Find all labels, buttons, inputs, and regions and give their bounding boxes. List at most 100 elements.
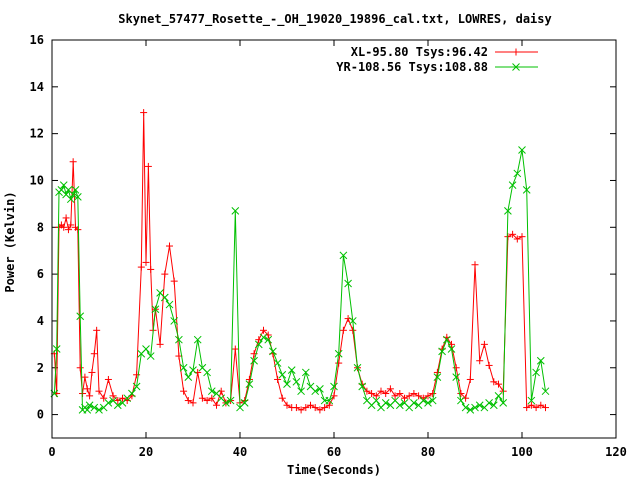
data-point [433, 373, 442, 381]
data-point [523, 404, 531, 412]
data-point [377, 387, 385, 395]
data-point [381, 399, 390, 407]
data-point [76, 364, 84, 372]
data-point [527, 401, 535, 409]
data-point [532, 368, 540, 377]
data-point [541, 387, 550, 396]
data-point [485, 361, 493, 369]
marker-stroke [170, 317, 179, 325]
marker-stroke [297, 387, 305, 396]
data-point [372, 392, 380, 400]
data-point [457, 396, 465, 405]
data-point [476, 357, 484, 365]
marker-stroke [494, 392, 503, 400]
data-point [301, 368, 310, 377]
data-point [240, 399, 249, 407]
y-tick-label: 2 [37, 361, 44, 375]
data-point [386, 385, 394, 393]
data-point [339, 251, 348, 260]
marker-stroke [381, 399, 390, 407]
marker-stroke [400, 399, 409, 407]
data-point [273, 359, 282, 367]
data-point [363, 387, 371, 395]
data-point [69, 158, 77, 166]
data-point [283, 380, 291, 389]
data-point [64, 226, 72, 234]
marker-stroke [292, 377, 301, 386]
data-point [83, 385, 91, 393]
data-point [518, 146, 526, 154]
marker-stroke [90, 403, 99, 412]
marker-stroke [104, 399, 113, 407]
marker-stroke [475, 401, 484, 410]
data-point [170, 277, 178, 285]
data-point [405, 392, 413, 400]
marker-stroke [179, 363, 188, 372]
data-point [522, 185, 531, 194]
marker-stroke [160, 293, 169, 302]
data-point [321, 404, 329, 412]
data-point [93, 326, 101, 334]
marker-stroke [264, 335, 273, 344]
marker-stroke [438, 347, 446, 356]
data-point [113, 401, 122, 410]
data-point [302, 404, 310, 412]
marker-stroke [278, 370, 287, 379]
marker-stroke [447, 345, 456, 353]
data-point [330, 392, 338, 400]
data-point [144, 162, 152, 170]
data-point [442, 335, 451, 344]
data-point [395, 401, 404, 410]
data-point [344, 279, 352, 288]
data-point [372, 396, 381, 405]
data-point [513, 169, 522, 178]
data-point [471, 261, 479, 269]
marker-stroke [226, 396, 235, 405]
y-tick-label: 0 [37, 408, 44, 422]
marker-stroke [330, 382, 338, 391]
data-point [536, 356, 545, 365]
marker-stroke [442, 335, 451, 344]
marker-stroke [165, 300, 174, 309]
data-point [401, 394, 408, 402]
axis-ticks: 0 20 40 60 80 100 120 0 2 4 6 8 10 12 14 16 [30, 33, 627, 459]
x-tick-label: 80 [421, 445, 435, 459]
data-point [494, 392, 503, 400]
marker-stroke [73, 193, 82, 201]
data-point [415, 392, 423, 400]
data-point [81, 373, 89, 381]
data-point [292, 377, 301, 386]
marker-stroke [504, 207, 512, 215]
data-point [504, 207, 512, 215]
x-axis-label: Time(Seconds) [287, 463, 381, 477]
data-point [466, 406, 475, 414]
data-point [297, 387, 305, 396]
marker-stroke [59, 181, 68, 190]
legend-label: YR-108.56 Tsys:108.88 [336, 60, 488, 74]
data-point [532, 404, 540, 412]
data-point [74, 226, 82, 234]
data-point [147, 265, 155, 273]
data-point [349, 326, 357, 334]
data-point [184, 397, 192, 405]
marker-stroke [522, 185, 531, 194]
data-point [165, 300, 174, 309]
data-point [73, 193, 82, 201]
marker-stroke [452, 373, 461, 381]
marker-stroke [513, 169, 522, 178]
data-point [334, 349, 343, 358]
data-point [222, 399, 230, 407]
y-tick-label: 14 [30, 80, 44, 94]
data-point [499, 399, 508, 407]
data-point [287, 366, 296, 374]
data-point [67, 221, 75, 229]
data-point [457, 390, 465, 398]
data-point [348, 317, 357, 325]
data-point [259, 333, 268, 342]
data-point [508, 181, 517, 190]
marker-stroke [259, 333, 268, 342]
marker-stroke [189, 366, 197, 374]
marker-stroke [512, 63, 520, 71]
x-tick-label: 40 [233, 445, 247, 459]
